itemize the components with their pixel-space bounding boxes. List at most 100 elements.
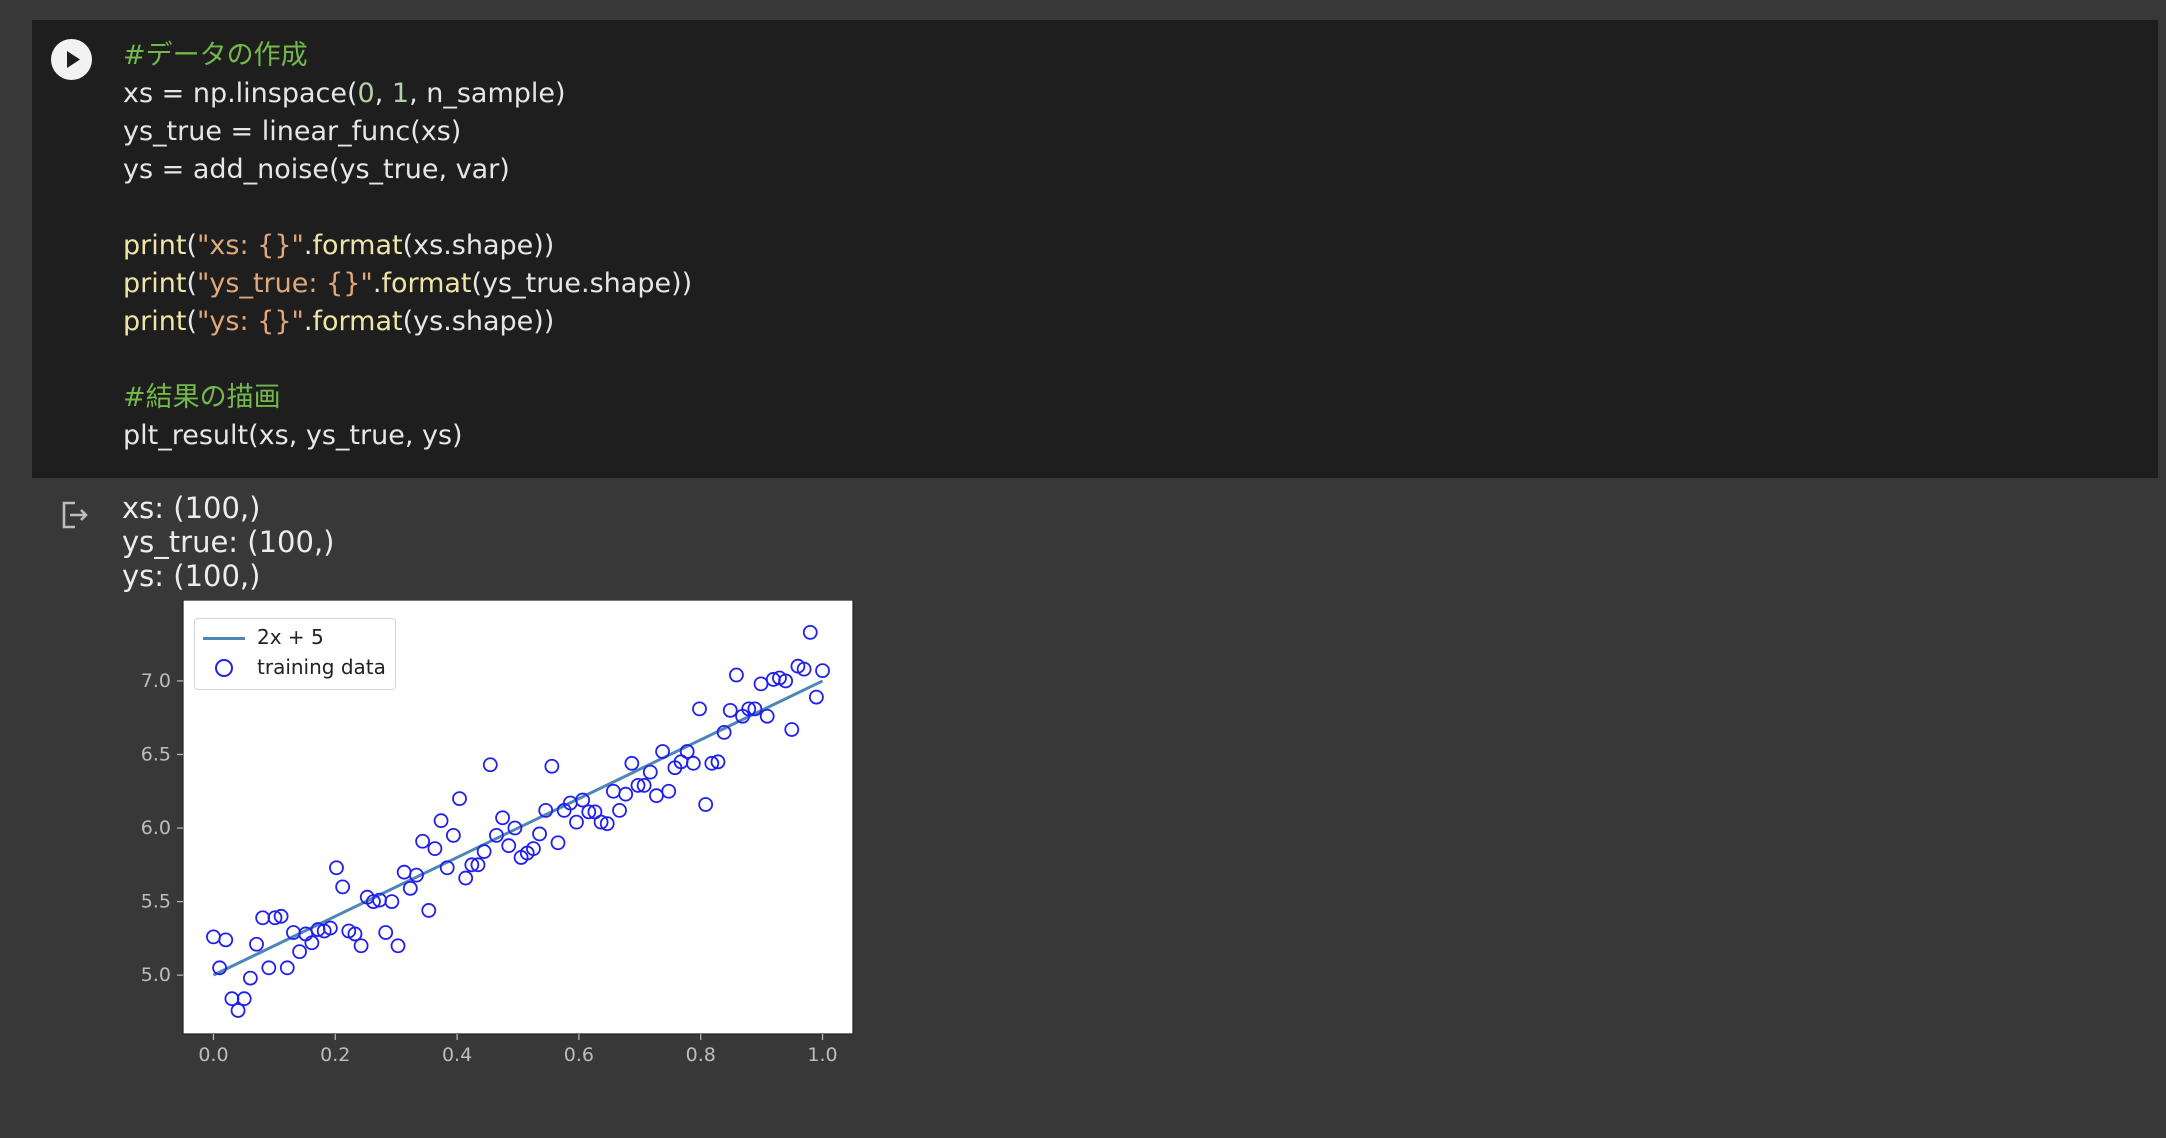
data-point <box>409 867 424 883</box>
data-point <box>353 938 369 954</box>
data-point <box>759 708 775 724</box>
code-token: print <box>123 268 187 299</box>
data-point <box>593 814 609 830</box>
code-token: (ys.shape)) <box>402 306 555 337</box>
data-point <box>642 764 658 780</box>
code-token: ( <box>186 268 197 299</box>
code-token: "ys: {}" <box>197 306 304 337</box>
code-token: print <box>123 306 187 337</box>
legend-marker-swatch <box>215 659 233 677</box>
y-tick-label: 5.0 <box>141 964 171 986</box>
code-token: . <box>372 268 382 299</box>
x-tick-label: 1.0 <box>807 1044 837 1066</box>
data-point <box>698 797 714 812</box>
data-point <box>747 701 763 717</box>
data-point <box>242 970 258 986</box>
data-point <box>815 663 830 679</box>
data-point <box>612 802 627 818</box>
data-point <box>692 701 707 717</box>
y-tick-label: 6.0 <box>141 817 171 839</box>
code-editor[interactable]: #データの作成 xs = np.linspace(0, 1, n_sample) y… <box>123 37 692 455</box>
code-line: #結果の描画 <box>123 379 692 417</box>
code-token: 0 <box>357 78 375 109</box>
output-redirect-icon[interactable] <box>58 498 92 532</box>
run-cell-button[interactable] <box>51 39 92 80</box>
data-point <box>778 673 794 689</box>
code-line: print("xs: {}".format(xs.shape)) <box>123 227 692 265</box>
data-point <box>808 689 824 705</box>
code-token: plt_result(xs, ys_true, ys) <box>123 420 463 451</box>
code-token: ( <box>186 306 197 337</box>
x-tick-label: 0.8 <box>686 1044 716 1066</box>
code-token: xs = np.linspace( <box>123 78 358 109</box>
x-tick-label: 0.0 <box>198 1044 228 1066</box>
data-point <box>796 661 812 677</box>
code-cell[interactable] <box>32 20 2158 478</box>
data-point <box>366 894 381 909</box>
data-point <box>661 783 677 799</box>
data-point <box>599 816 615 832</box>
code-token: , n_sample) <box>409 78 566 109</box>
data-point <box>322 920 338 936</box>
data-point <box>267 910 283 926</box>
data-point <box>329 860 344 876</box>
code-token: . <box>303 306 313 337</box>
data-point <box>507 820 523 836</box>
data-point <box>624 755 640 771</box>
data-point <box>482 757 498 773</box>
data-point <box>741 701 757 717</box>
data-point <box>464 857 480 873</box>
output-line: ys: (100,) <box>122 559 261 593</box>
data-point <box>544 758 560 774</box>
data-point <box>569 814 584 830</box>
data-point <box>439 860 455 876</box>
code-line: xs = np.linspace(0, 1, n_sample) <box>123 75 692 113</box>
data-point <box>218 932 234 948</box>
code-blank-line <box>123 189 692 227</box>
data-point <box>618 786 634 802</box>
chart-legend: 2x + 5 training data <box>194 618 396 690</box>
legend-item-line: 2x + 5 <box>195 623 395 653</box>
code-line: print("ys: {}".format(ys.shape)) <box>123 303 692 341</box>
data-point <box>550 835 566 851</box>
legend-line-swatch <box>203 637 245 640</box>
data-point <box>384 894 400 909</box>
data-point <box>532 826 547 842</box>
data-point <box>704 755 720 771</box>
code-line: ys = add_noise(ys_true, var) <box>123 151 692 189</box>
data-point <box>630 777 646 793</box>
legend-item-points: training data <box>195 653 395 683</box>
code-line: print("ys_true: {}".format(ys_true.shape… <box>123 265 692 303</box>
x-tick-label: 0.2 <box>320 1044 350 1066</box>
x-tick-label: 0.6 <box>564 1044 594 1066</box>
code-token: , <box>374 78 392 109</box>
data-point <box>722 702 738 718</box>
data-point <box>378 925 394 940</box>
data-point <box>538 802 554 818</box>
data-point <box>427 841 443 857</box>
data-point <box>261 960 277 976</box>
data-point <box>581 804 597 820</box>
data-point <box>470 857 486 873</box>
code-token: #データの作成 <box>123 40 308 71</box>
data-point <box>390 938 406 954</box>
code-token: "ys_true: {}" <box>197 268 373 299</box>
x-tick-label: 0.4 <box>442 1044 472 1066</box>
data-point <box>655 744 670 759</box>
data-point <box>249 936 264 952</box>
code-token: #結果の描画 <box>123 382 281 413</box>
true-line <box>212 679 824 977</box>
data-point <box>636 777 652 793</box>
data-point <box>784 722 800 737</box>
data-point <box>335 879 351 895</box>
data-point <box>452 791 467 807</box>
code-line: plt_result(xs, ys_true, ys) <box>123 417 692 455</box>
code-token: print <box>123 230 187 261</box>
data-point <box>292 944 307 960</box>
data-point <box>347 926 363 942</box>
code-token: ys_true = linear_func(xs) <box>123 116 462 147</box>
data-point <box>710 754 726 770</box>
data-point <box>279 960 295 976</box>
code-token: "xs: {}" <box>197 230 304 261</box>
data-point <box>212 960 228 976</box>
